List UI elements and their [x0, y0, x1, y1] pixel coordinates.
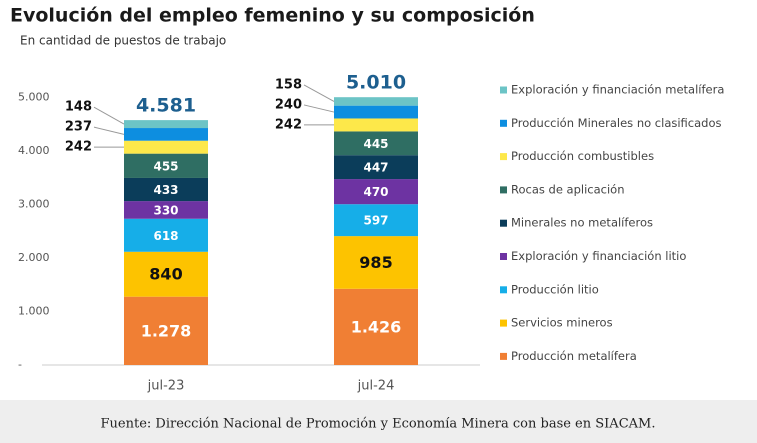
- bar-segment: [124, 296, 208, 365]
- bar-segment: [334, 236, 418, 289]
- bar-segment: [124, 140, 208, 154]
- value-label: 158: [275, 77, 302, 92]
- bar-segment: [334, 105, 418, 119]
- legend-swatch: [500, 153, 507, 161]
- legend-label: Producción metalífera: [511, 349, 637, 363]
- legend-swatch: [500, 219, 507, 227]
- total-label: 4.581: [136, 95, 196, 117]
- leader-line: [93, 126, 125, 135]
- legend-swatch: [500, 253, 507, 260]
- value-label: 148: [65, 100, 92, 115]
- bar-segment: [124, 128, 208, 141]
- y-tick-label: -: [18, 358, 22, 371]
- y-tick-label: 4.000: [18, 144, 50, 157]
- legend-swatch: [500, 186, 507, 194]
- legend-label: Producción Minerales no clasificados: [511, 116, 722, 130]
- bar-segment: [334, 155, 418, 180]
- value-label: 433: [153, 183, 178, 197]
- y-tick-label: 5.000: [18, 91, 50, 104]
- leader-line: [93, 106, 125, 125]
- value-label: 840: [149, 265, 182, 284]
- legend-label: Producción combustibles: [511, 149, 654, 163]
- bar-segment: [334, 204, 418, 237]
- chart-subtitle: En cantidad de puestos de trabajo: [20, 34, 226, 48]
- legend-label: Exploración y financiación litio: [511, 249, 686, 263]
- y-tick-label: 3.000: [18, 198, 50, 211]
- bar-segment: [334, 97, 418, 106]
- legend-label: Producción litio: [511, 282, 599, 296]
- value-label: 597: [363, 214, 388, 228]
- value-label: 330: [153, 203, 178, 217]
- value-label: 455: [153, 159, 178, 173]
- value-label: 242: [65, 140, 92, 155]
- chart-title: Evolución del empleo femenino y su compo…: [10, 5, 535, 27]
- value-label: 242: [275, 117, 302, 132]
- value-label: 445: [363, 137, 388, 151]
- value-label: 1.278: [141, 321, 192, 340]
- bar-segment: [124, 251, 208, 297]
- legend-label: Servicios mineros: [511, 316, 613, 330]
- leader-line: [303, 84, 335, 102]
- bar-segment: [124, 153, 208, 178]
- value-label: 237: [65, 120, 92, 135]
- bar-segment: [124, 218, 208, 252]
- value-label: 985: [359, 253, 392, 272]
- value-label: 618: [153, 229, 178, 243]
- value-label: 240: [275, 97, 302, 112]
- source-note: Fuente: Dirección Nacional de Promoción …: [101, 417, 656, 432]
- x-tick-label: jul-23: [147, 379, 185, 394]
- legend-swatch: [500, 286, 507, 294]
- y-tick-label: 2.000: [18, 251, 50, 264]
- legend-swatch: [500, 86, 507, 94]
- bar-segment: [334, 179, 418, 205]
- legend-label: Exploración y financiación metalífera: [511, 83, 724, 97]
- legend-swatch: [500, 119, 507, 127]
- bar-segment: [124, 201, 208, 219]
- leader-line: [303, 104, 335, 113]
- total-label: 5.010: [346, 72, 406, 94]
- bar-segment: [124, 120, 208, 129]
- legend-label: Minerales no metalíferos: [511, 216, 653, 230]
- legend-swatch: [500, 352, 507, 360]
- legend-label: Rocas de aplicación: [511, 182, 625, 196]
- value-label: 1.426: [351, 317, 402, 336]
- bar-segment: [334, 288, 418, 365]
- bar-segment: [124, 177, 208, 202]
- bar-segment: [334, 131, 418, 156]
- value-label: 470: [363, 185, 388, 199]
- source-band: [0, 400, 757, 443]
- value-label: 447: [363, 161, 388, 175]
- bar-segment: [334, 118, 418, 132]
- y-tick-label: 1.000: [18, 305, 50, 318]
- x-tick-label: jul-24: [357, 379, 395, 394]
- legend-swatch: [500, 319, 507, 327]
